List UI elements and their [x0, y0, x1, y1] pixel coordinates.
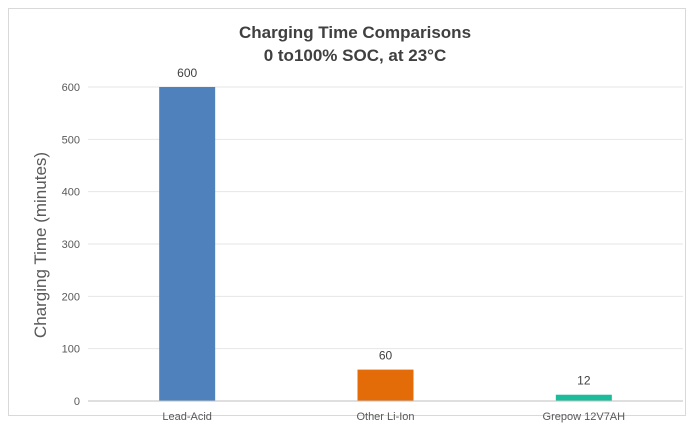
y-axis-label: Charging Time (minutes)	[31, 152, 50, 338]
category-label: Lead-Acid	[162, 411, 212, 423]
data-labels: 600 60 12	[177, 66, 591, 388]
bar-other-li-ion	[357, 369, 414, 401]
y-tick-label: 600	[62, 82, 80, 94]
y-tick-label: 500	[62, 134, 80, 146]
data-label: 600	[177, 66, 197, 80]
bar-lead-acid	[159, 87, 216, 401]
chart-title-line-1: Charging Time Comparisons	[239, 23, 471, 42]
y-tick-label: 300	[62, 239, 80, 251]
category-label: Grepow 12V7AH	[543, 411, 626, 423]
y-tick-label: 0	[74, 396, 80, 408]
y-tick-label: 200	[62, 291, 80, 303]
data-label: 60	[379, 349, 393, 363]
category-label: Other Li-Ion	[356, 411, 414, 423]
category-labels: Lead-Acid Other Li-Ion Grepow 12V7AH	[162, 411, 625, 423]
bars	[159, 87, 612, 401]
bar-grepow-12v7ah	[555, 394, 612, 401]
y-tick-labels: 0 100 200 300 400 500 600	[62, 82, 80, 408]
y-tick-label: 400	[62, 187, 80, 199]
y-tick-label: 100	[62, 344, 80, 356]
chart-title-line-2: 0 to100% SOC, at 23°C	[264, 46, 447, 65]
chart-frame	[8, 8, 686, 416]
data-label: 12	[577, 374, 591, 388]
